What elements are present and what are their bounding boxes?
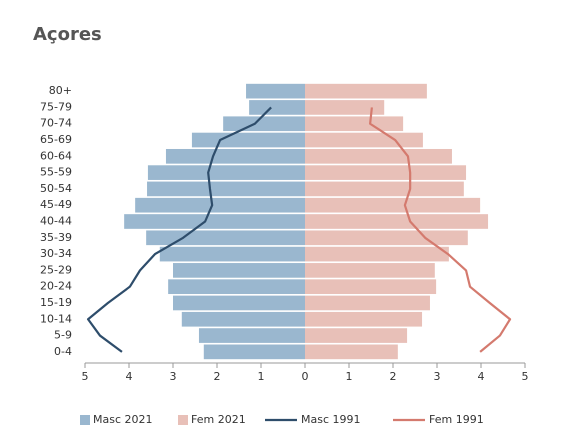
bar — [124, 214, 305, 229]
x-tick-label: 3 — [434, 370, 441, 383]
y-tick-label: 70-74 — [40, 117, 72, 130]
legend-label: Masc 2021 — [93, 413, 153, 426]
x-tick-label: 4 — [126, 370, 133, 383]
legend-swatch — [178, 415, 188, 425]
bar — [246, 83, 305, 99]
bar — [305, 132, 423, 148]
bar — [305, 230, 468, 246]
bar — [305, 263, 435, 278]
bar — [147, 165, 305, 180]
bar — [305, 116, 404, 132]
bar — [305, 100, 385, 115]
y-tick-label: 60-64 — [40, 149, 72, 162]
bar — [305, 181, 464, 197]
bar — [173, 295, 305, 311]
x-tick-label: 0 — [302, 370, 309, 383]
y-tick-label: 65-69 — [40, 133, 72, 146]
bar — [135, 197, 305, 213]
bar — [305, 148, 452, 164]
x-tick-label: 1 — [258, 370, 265, 383]
bar — [305, 246, 449, 262]
x-tick-label: 5 — [82, 370, 89, 383]
y-tick-label: 25-29 — [40, 263, 72, 276]
legend-label: Masc 1991 — [301, 413, 361, 426]
bar — [305, 328, 408, 343]
x-tick-label: 5 — [522, 370, 529, 383]
chart-title: Açores — [33, 24, 102, 45]
bar — [159, 246, 305, 262]
x-tick-label: 1 — [346, 370, 353, 383]
line — [86, 106, 272, 353]
x-tick-label: 4 — [478, 370, 485, 383]
legend-label: Fem 2021 — [191, 413, 246, 426]
y-tick-label: 45-49 — [40, 198, 72, 211]
y-tick-label: 50-54 — [40, 182, 72, 195]
bar — [165, 148, 305, 164]
y-tick-label: 55-59 — [40, 166, 72, 179]
y-tick-label: 15-19 — [40, 296, 72, 309]
bar — [191, 132, 305, 148]
bar — [198, 328, 305, 343]
bar — [223, 116, 305, 132]
x-tick-label: 2 — [214, 370, 221, 383]
y-tick-label: 30-34 — [40, 247, 72, 260]
bar — [305, 279, 437, 295]
bar — [305, 311, 423, 327]
y-tick-label: 35-39 — [40, 231, 72, 244]
bar — [146, 230, 305, 246]
y-tick-label: 75-79 — [40, 100, 72, 113]
x-tick-label: 3 — [170, 370, 177, 383]
bar — [305, 344, 398, 360]
bar — [305, 214, 489, 229]
x-tick-label: 2 — [390, 370, 397, 383]
bar — [305, 165, 467, 180]
bar — [147, 181, 305, 197]
y-tick-label: 10-14 — [40, 312, 72, 325]
legend-swatch — [80, 415, 90, 425]
line — [369, 107, 512, 353]
bar — [305, 295, 430, 311]
y-tick-label: 5-9 — [54, 329, 72, 342]
bar — [249, 100, 305, 115]
y-tick-label: 20-24 — [40, 280, 72, 293]
bar — [181, 311, 305, 327]
bar — [305, 83, 427, 99]
bar — [203, 344, 305, 360]
bar — [168, 279, 305, 295]
legend-label: Fem 1991 — [429, 413, 484, 426]
bar — [173, 263, 305, 278]
y-tick-label: 0-4 — [54, 345, 72, 358]
y-tick-label: 80+ — [49, 84, 72, 97]
y-tick-label: 40-44 — [40, 215, 72, 228]
bar — [305, 197, 481, 213]
